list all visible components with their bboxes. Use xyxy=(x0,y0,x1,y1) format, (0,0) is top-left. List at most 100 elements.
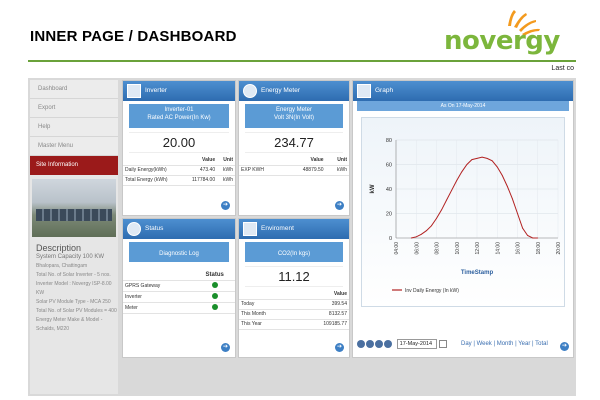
x-tick-label: 04:00 xyxy=(394,242,400,255)
calendar-icon[interactable] xyxy=(438,340,447,348)
desc-line: Inverter Model : Novergy ISP-8.00 KW xyxy=(36,281,112,296)
y-axis-label: kW xyxy=(370,184,376,193)
x-tick-label: 08:00 xyxy=(435,242,441,255)
slide-title: INNER PAGE / DASHBOARD xyxy=(30,28,237,45)
col-status: Status xyxy=(194,270,235,281)
nav-master-menu[interactable]: Master Menu xyxy=(30,137,118,156)
row-value: 399.54 xyxy=(295,299,349,310)
data-point xyxy=(496,166,498,168)
row-label: GPRS Gateway xyxy=(123,280,195,292)
legend-label: Inv Daily Energy (In kW) xyxy=(405,288,459,294)
separator: | xyxy=(515,341,517,347)
x-tick-label: 14:00 xyxy=(495,242,501,255)
table-row: GPRS Gateway xyxy=(123,280,235,292)
next-icon[interactable] xyxy=(384,340,392,348)
data-point xyxy=(517,213,518,214)
row-value: 117784.00 xyxy=(182,175,218,186)
row-unit: kWh xyxy=(217,165,235,176)
x-tick-label: 12:00 xyxy=(475,242,481,255)
date-input[interactable]: 17-May-2014 xyxy=(396,339,437,349)
meter-value: 234.77 xyxy=(245,132,343,153)
status-go-icon[interactable]: ➔ xyxy=(221,343,230,352)
row-unit: kWh xyxy=(325,165,349,176)
period-month-link[interactable]: Month xyxy=(496,341,514,347)
data-point xyxy=(420,233,422,235)
data-point xyxy=(486,157,488,159)
status-icon xyxy=(127,222,141,236)
data-point xyxy=(415,236,417,238)
prev-day-icon[interactable] xyxy=(366,340,374,348)
data-point xyxy=(425,230,427,232)
table-row: Daily Energy(kWh) 473.40 kWh xyxy=(123,165,235,176)
period-week-link[interactable]: Week xyxy=(476,341,492,347)
meter-title: Energy Meter xyxy=(261,87,301,94)
separator: | xyxy=(493,341,496,347)
environment-title: Enviroment xyxy=(261,225,294,232)
x-axis-label: TimeStamp xyxy=(461,270,494,276)
table-row: This Year 109185.77 xyxy=(239,319,349,330)
nav-dashboard[interactable]: Dashboard xyxy=(30,80,118,99)
col-unit: Unit xyxy=(217,155,235,166)
row-label: EXP KWH xyxy=(239,165,285,176)
row-value: 48879.50 xyxy=(284,165,326,176)
table-row: Total Energy (kWh) 117784.00 kWh xyxy=(123,175,235,186)
meter-table: Value Unit EXP KWH 48879.50 kWh xyxy=(239,155,349,176)
data-point xyxy=(451,189,453,191)
y-tick-label: 80 xyxy=(386,138,392,144)
data-point xyxy=(431,225,432,227)
next-day-icon[interactable] xyxy=(375,340,383,348)
nav-help[interactable]: Help xyxy=(30,118,118,137)
desc-line: Bhalopara, Chattingam xyxy=(36,263,88,269)
desc-line: Solar PV Module Type - MCA 250 xyxy=(36,299,111,305)
row-unit: kWh xyxy=(217,175,235,186)
inverter-value: 20.00 xyxy=(129,132,229,153)
last-connection-text: Last co xyxy=(551,65,574,72)
data-point xyxy=(436,218,437,219)
graph-go-icon[interactable]: ➔ xyxy=(560,342,569,351)
data-point xyxy=(461,171,463,173)
energy-meter-panel: Energy Meter Energy Meter Volt 3N(In Vol… xyxy=(238,80,350,216)
graph-as-on: As On 17-May-2014 xyxy=(357,101,569,111)
row-label: Inverter xyxy=(123,291,195,303)
data-point xyxy=(501,175,503,176)
meter-gauge-icon xyxy=(243,84,257,98)
data-point xyxy=(410,237,412,239)
top-bar: Last co xyxy=(28,60,576,78)
status-ok-icon xyxy=(211,281,218,288)
col-value: Value xyxy=(295,289,349,300)
energy-chart: 0 20 40 60 80 04:00 06:00 08:00 10:00 12:00 14:00 1… xyxy=(370,138,562,294)
graph-title: Graph xyxy=(375,87,394,94)
y-tick-label: 20 xyxy=(386,212,392,218)
row-label: This Year xyxy=(239,319,296,330)
data-point xyxy=(476,157,478,159)
environment-go-icon[interactable]: ➔ xyxy=(335,343,344,352)
inverter-metric: Rated AC Power(In Kw) xyxy=(147,115,211,121)
y-tick-label: 40 xyxy=(386,187,392,193)
logo-text: novergy xyxy=(444,26,560,56)
status-title: Status xyxy=(145,225,164,232)
description-heading: Description xyxy=(36,243,82,253)
nav-export[interactable]: Export xyxy=(30,99,118,118)
meter-go-icon[interactable]: ➔ xyxy=(335,201,344,210)
period-year-link[interactable]: Year xyxy=(518,341,531,347)
meter-name: Energy Meter xyxy=(275,107,312,113)
table-row: This Month 8132.57 xyxy=(239,309,349,320)
sidebar: Dashboard Export Help Master Menu Site I… xyxy=(30,80,118,394)
sun-rays-icon xyxy=(508,10,540,36)
environment-table: Value Today 399.54 This Month 8132.57 This… xyxy=(239,289,349,330)
row-label: Daily Energy(kWh) xyxy=(123,165,183,176)
separator: | xyxy=(532,341,534,347)
period-day-link[interactable]: Day xyxy=(461,341,472,347)
data-point xyxy=(512,198,513,200)
col-unit: Unit xyxy=(325,155,349,166)
co2-header: CO2(In kgs) xyxy=(245,242,343,262)
prev-icon[interactable] xyxy=(357,340,365,348)
meter-metric: Volt 3N(In Volt) xyxy=(273,115,315,121)
inverter-panel: Inverter Inverter-01 Rated AC Power(In K… xyxy=(122,80,236,216)
x-tick-label: 16:00 xyxy=(516,242,522,255)
row-label: Today xyxy=(239,299,296,310)
inverter-table: Value Unit Daily Energy(kWh) 473.40 kWh Tot… xyxy=(123,155,235,186)
data-point xyxy=(522,227,523,229)
period-total-link[interactable]: Total xyxy=(535,341,548,347)
inverter-go-icon[interactable]: ➔ xyxy=(221,201,230,210)
